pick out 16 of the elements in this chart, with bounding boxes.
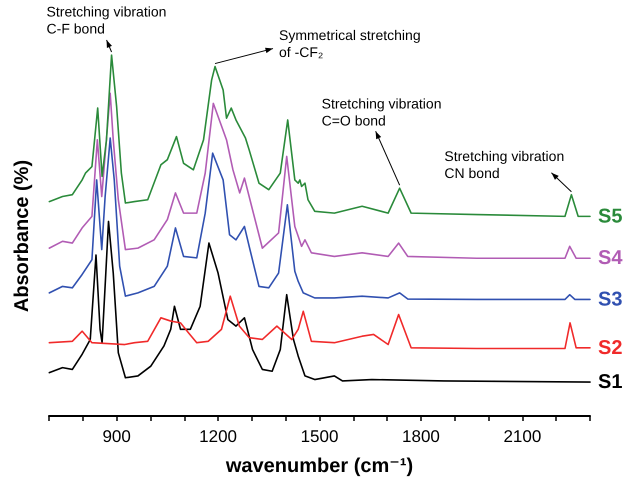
- series-label: S3: [598, 288, 622, 310]
- x-tick-label: 1800: [402, 427, 440, 446]
- x-tick-label: 900: [102, 427, 131, 446]
- annotation: Symmetrical stretching of -CF₂: [279, 27, 421, 60]
- series-label: S2: [598, 336, 622, 359]
- y-axis-title: Absorbance (%): [11, 160, 33, 312]
- annotation: Stretching vibration C-F bond: [46, 4, 166, 36]
- x-tick-label: 2100: [503, 427, 542, 446]
- annotation: Stretching vibration C=O bond: [322, 96, 442, 129]
- series-label: S4: [598, 247, 624, 270]
- x-tick-label: 1200: [199, 427, 237, 446]
- series-label: S1: [598, 371, 622, 394]
- series-label: S5: [598, 205, 622, 228]
- x-tick-label: 1500: [300, 427, 338, 446]
- x-axis-title: wavenumber (cm⁻¹): [224, 455, 414, 477]
- annotation: Stretching vibration CN bond: [444, 148, 564, 182]
